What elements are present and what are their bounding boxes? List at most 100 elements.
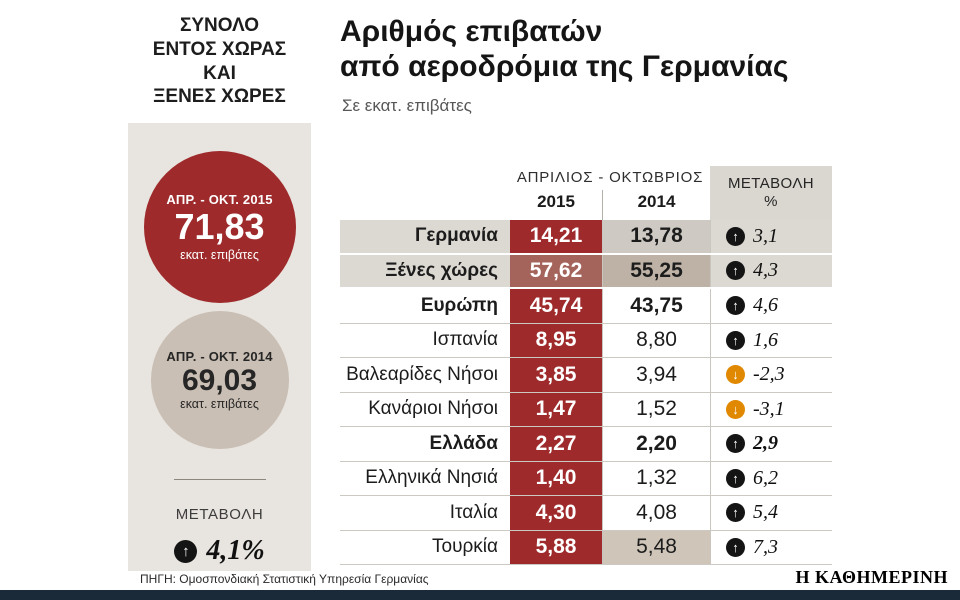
row-label: Ισπανία xyxy=(432,329,498,351)
change-value: 4,3 xyxy=(753,259,778,282)
change-cell: ↑ 7,3 xyxy=(710,530,832,564)
row-ellada: Ελλάδα 2,27 2,20 ↑ 2,9 xyxy=(340,427,832,462)
value-2015: 5,88 xyxy=(510,530,602,564)
value-2015: 3,85 xyxy=(510,358,602,392)
value-2015: 1,40 xyxy=(510,461,602,495)
table-header: ΑΠΡΙΛΙΟΣ - ΟΚΤΩΒΡΙΟΣ 2015 2014 ΜΕΤΑΒΟΛΗ … xyxy=(340,166,832,220)
value-2015: 1,47 xyxy=(510,392,602,426)
row-tourkia: Τουρκία 5,88 5,48 ↑ 7,3 xyxy=(340,530,832,565)
change-cell: ↑ 3,1 xyxy=(710,220,832,253)
up-arrow-icon: ↑ xyxy=(726,226,745,246)
row-label: Βαλεαρίδες Νήσοι xyxy=(346,363,498,385)
change-value: -2,3 xyxy=(753,363,785,386)
change-cell: ↑ 6,2 xyxy=(710,461,832,495)
row-ispania: Ισπανία 8,95 8,80 ↑ 1,6 xyxy=(340,323,832,358)
change-cell: ↓ -3,1 xyxy=(710,392,832,426)
change-value: 2,9 xyxy=(753,432,778,455)
total-2015-circle: ΑΠΡ. - ΟΚΤ. 2015 71,83 εκατ. επιβάτες xyxy=(143,151,296,303)
value-2014: 1,32 xyxy=(602,461,710,495)
row-xenes-chores: Ξένες χώρες 57,62 55,25 ↑ 4,3 xyxy=(340,254,832,289)
passengers-table: ΑΠΡΙΛΙΟΣ - ΟΚΤΩΒΡΙΟΣ 2015 2014 ΜΕΤΑΒΟΛΗ … xyxy=(340,166,832,565)
total-2014-period: ΑΠΡ. - ΟΚΤ. 2014 xyxy=(166,348,273,364)
divider xyxy=(173,479,266,480)
value-2014: 3,94 xyxy=(602,358,710,392)
change-value: 5,4 xyxy=(753,501,778,524)
row-evropi: Ευρώπη 45,74 43,75 ↑ 4,6 xyxy=(340,289,832,324)
row-label: Γερμανία xyxy=(414,225,498,247)
sidebar-title-line: ΣΥΝΟΛΟ xyxy=(179,15,259,36)
change-value: 3,1 xyxy=(753,224,778,247)
down-arrow-icon: ↓ xyxy=(726,399,745,419)
page-subtitle: Σε εκατ. επιβάτες xyxy=(342,96,472,115)
total-2015-unit: εκατ. επιβάτες xyxy=(180,247,259,262)
value-2015: 14,21 xyxy=(510,220,602,253)
row-label: Ιταλία xyxy=(449,501,498,523)
kathimerini-logo: Η ΚΑΘΗΜΕΡΙΝΗ xyxy=(795,567,948,587)
change-value: 4,6 xyxy=(753,294,778,317)
change-value: 6,2 xyxy=(753,466,778,489)
column-header-change-line1: ΜΕΤΑΒΟΛΗ xyxy=(727,175,814,192)
total-2015-value: 71,83 xyxy=(174,206,265,248)
change-value: 7,3 xyxy=(753,535,778,558)
change-cell: ↑ 4,6 xyxy=(710,289,832,323)
totals-sidebar: ΣΥΝΟΛΟ ΕΝΤΟΣ ΧΩΡΑΣ ΚΑΙ ΞΕΝΕΣ ΧΩΡΕΣ ΑΠΡ. … xyxy=(128,0,311,571)
change-cell: ↑ 1,6 xyxy=(710,323,832,357)
value-2015: 2,27 xyxy=(510,427,602,461)
change-value: -3,1 xyxy=(753,397,785,420)
change-cell: ↑ 4,3 xyxy=(710,254,832,287)
value-2015: 4,30 xyxy=(510,496,602,530)
total-2014-value: 69,03 xyxy=(181,363,258,397)
row-label: Κανάριοι Νήσοι xyxy=(368,398,498,420)
row-germania: Γερμανία 14,21 13,78 ↑ 3,1 xyxy=(340,220,832,255)
value-2014: 55,25 xyxy=(602,254,710,287)
total-2014-unit: εκατ. επιβάτες xyxy=(180,397,259,412)
up-arrow-icon: ↑ xyxy=(726,296,745,316)
value-2014: 5,48 xyxy=(602,530,710,564)
value-2014: 13,78 xyxy=(602,220,710,253)
value-2015: 8,95 xyxy=(510,323,602,357)
up-arrow-icon: ↑ xyxy=(726,503,745,523)
change-value: 1,6 xyxy=(753,328,778,351)
down-arrow-icon: ↓ xyxy=(726,365,745,385)
source-note: ΠΗΓΗ: Ομοσπονδιακή Στατιστική Υπηρεσία Γ… xyxy=(140,572,429,586)
up-arrow-icon: ↑ xyxy=(726,434,745,454)
page-title-line1: Αριθμός επιβατών xyxy=(340,15,603,48)
sidebar-change: ↑ 4,1% xyxy=(128,535,311,567)
sidebar-body: ΑΠΡ. - ΟΚΤ. 2015 71,83 εκατ. επιβάτες ΑΠ… xyxy=(128,123,311,571)
row-label: Τουρκία xyxy=(432,536,498,558)
row-italia: Ιταλία 4,30 4,08 ↑ 5,4 xyxy=(340,496,832,531)
value-2014: 2,20 xyxy=(602,427,710,461)
change-cell: ↑ 2,9 xyxy=(710,427,832,461)
column-header-2015: 2015 xyxy=(537,192,575,211)
total-2015-period: ΑΠΡ. - ΟΚΤ. 2015 xyxy=(166,192,273,208)
column-group-header: ΑΠΡΙΛΙΟΣ - ΟΚΤΩΒΡΙΟΣ xyxy=(516,169,704,186)
row-ellinika-nisia: Ελληνικά Νησιά 1,40 1,32 ↑ 6,2 xyxy=(340,461,832,496)
column-header-change: ΜΕΤΑΒΟΛΗ % xyxy=(710,166,832,220)
page-title: Αριθμός επιβατών από αεροδρόμια της Γερμ… xyxy=(340,14,789,85)
column-header-2014: 2014 xyxy=(602,190,710,220)
value-2015: 45,74 xyxy=(510,289,602,323)
sidebar-change-label: ΜΕΤΑΒΟΛΗ xyxy=(175,506,264,523)
change-cell: ↑ 5,4 xyxy=(710,496,832,530)
page-title-line2: από αεροδρόμια της Γερμανίας xyxy=(340,50,789,84)
value-2014: 4,08 xyxy=(602,496,710,530)
up-arrow-icon: ↑ xyxy=(726,468,745,488)
value-2014: 8,80 xyxy=(602,323,710,357)
row-label: Ελλάδα xyxy=(429,432,498,454)
bottom-bar xyxy=(0,590,960,600)
row-label: Ξένες χώρες xyxy=(385,259,498,281)
value-2014: 43,75 xyxy=(602,289,710,323)
change-cell: ↓ -2,3 xyxy=(710,358,832,392)
row-kanarioi-nisoi: Κανάριοι Νήσοι 1,47 1,52 ↓ -3,1 xyxy=(340,392,832,427)
row-valearides-nisoi: Βαλεαρίδες Νήσοι 3,85 3,94 ↓ -2,3 xyxy=(340,358,832,393)
up-arrow-icon: ↑ xyxy=(726,261,745,281)
sidebar-title-line: ΕΝΤΟΣ ΧΩΡΑΣ xyxy=(152,38,287,60)
row-label: Ευρώπη xyxy=(420,294,498,316)
row-label: Ελληνικά Νησιά xyxy=(365,467,498,489)
total-2014-circle: ΑΠΡ. - ΟΚΤ. 2014 69,03 εκατ. επιβάτες xyxy=(150,311,289,449)
sidebar-change-value: 4,1% xyxy=(206,535,265,566)
value-2014: 1,52 xyxy=(602,392,710,426)
up-arrow-icon: ↑ xyxy=(726,537,745,557)
up-arrow-icon: ↑ xyxy=(726,330,745,350)
sidebar-title-line: ΚΑΙ xyxy=(203,62,236,84)
